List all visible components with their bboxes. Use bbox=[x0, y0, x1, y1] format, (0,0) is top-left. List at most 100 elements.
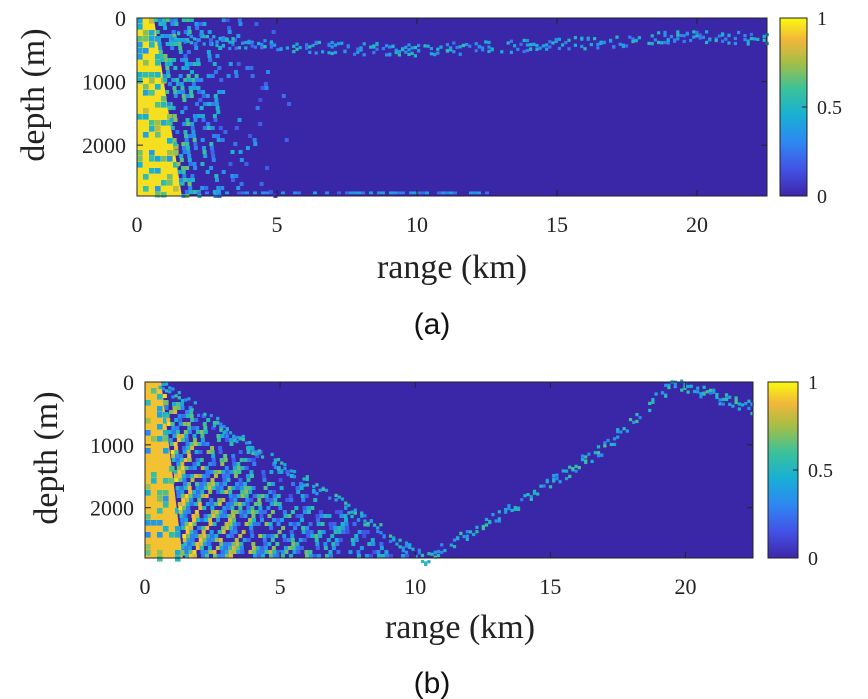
fan-cell bbox=[217, 530, 222, 534]
ridge-cell bbox=[292, 475, 297, 479]
fan-cell bbox=[177, 90, 182, 94]
ridge-cell bbox=[552, 477, 556, 481]
fan-cell bbox=[285, 498, 290, 502]
wedge-cell bbox=[163, 478, 169, 484]
fan-cell bbox=[176, 466, 181, 470]
fan-cell bbox=[205, 442, 210, 446]
fan-cell bbox=[267, 514, 272, 518]
fan-cell bbox=[219, 458, 224, 462]
wedge-cell bbox=[145, 520, 151, 526]
wedge-cell bbox=[181, 550, 187, 556]
y-tick-label: 1000 bbox=[82, 70, 126, 95]
ridge-cell bbox=[311, 43, 315, 48]
fan-cell bbox=[285, 470, 290, 474]
fan-cell bbox=[179, 158, 184, 162]
fan-cell bbox=[181, 502, 186, 506]
ridge-cell bbox=[484, 40, 488, 44]
fan-cell bbox=[185, 118, 190, 122]
ridge-cell bbox=[712, 388, 716, 392]
bottom-cell bbox=[425, 191, 429, 195]
fan-cell bbox=[214, 538, 219, 542]
ridge-cell bbox=[487, 45, 491, 49]
fan-cell bbox=[224, 554, 229, 558]
fan-cell bbox=[185, 502, 190, 506]
ridge-cell bbox=[606, 438, 610, 443]
fan-cell bbox=[182, 98, 187, 102]
ridge-cell bbox=[600, 453, 604, 457]
fan-cell bbox=[158, 22, 163, 26]
ridge-cell bbox=[676, 33, 680, 37]
fan-cell bbox=[272, 518, 277, 522]
fan-cell bbox=[210, 74, 215, 78]
x-tick-label: 5 bbox=[272, 212, 283, 237]
fan-cell bbox=[197, 442, 202, 446]
fan-cell bbox=[187, 486, 192, 490]
ridge-cell bbox=[305, 46, 309, 50]
ridge-cell bbox=[404, 45, 408, 49]
fan-cell bbox=[230, 534, 235, 538]
wedge-cell bbox=[163, 400, 169, 406]
fan-cell bbox=[288, 522, 293, 526]
fan-cell bbox=[278, 478, 283, 482]
fan-cell bbox=[202, 422, 207, 426]
fan-cell bbox=[380, 554, 385, 558]
fan-cell bbox=[228, 518, 233, 522]
wedge-cell bbox=[155, 120, 161, 126]
ridge-cell bbox=[657, 31, 661, 35]
fan-cell bbox=[251, 546, 256, 550]
ridge-cell bbox=[721, 402, 725, 406]
fan-cell bbox=[184, 62, 189, 66]
ridge-cell bbox=[395, 542, 399, 546]
fan-cell bbox=[188, 466, 193, 470]
fan-cell bbox=[173, 470, 178, 474]
ridge-cell bbox=[686, 390, 690, 394]
fan-cell bbox=[180, 518, 185, 522]
fan-cell bbox=[309, 530, 314, 534]
y-tick-label: 2000 bbox=[90, 496, 134, 521]
ridge-cell bbox=[449, 543, 453, 547]
fan-cell bbox=[233, 498, 238, 502]
ridge-cell bbox=[420, 559, 425, 564]
fan-cell bbox=[263, 542, 268, 546]
fan-cell bbox=[192, 494, 197, 498]
fan-cell bbox=[228, 522, 233, 526]
fan-cell bbox=[180, 406, 185, 410]
fan-cell bbox=[287, 514, 292, 518]
ridge-cell bbox=[413, 54, 417, 58]
ridge-cell bbox=[170, 37, 174, 41]
fan-cell bbox=[250, 510, 255, 514]
fan-cell bbox=[256, 522, 261, 526]
fan-cell bbox=[186, 510, 191, 514]
fan-cell bbox=[172, 114, 177, 118]
ridge-cell bbox=[158, 385, 162, 389]
fan-cell bbox=[313, 498, 318, 502]
fan-cell bbox=[213, 502, 218, 506]
fan-cell bbox=[176, 462, 181, 466]
fan-cell bbox=[195, 458, 200, 462]
ridge-cell bbox=[417, 551, 421, 555]
y-tick-label: 2000 bbox=[82, 133, 126, 158]
fan-cell bbox=[190, 538, 195, 542]
wedge-cell bbox=[151, 472, 157, 478]
fan-cell bbox=[248, 134, 253, 138]
fan-cell bbox=[183, 542, 188, 546]
fan-cell bbox=[306, 510, 311, 514]
wedge-cell bbox=[157, 532, 163, 538]
fan-cell bbox=[211, 486, 216, 490]
fan-cell bbox=[220, 186, 225, 190]
ridge-cell bbox=[685, 31, 689, 35]
fan-cell bbox=[249, 66, 254, 70]
wedge-cell bbox=[173, 144, 179, 150]
fan-cell bbox=[201, 526, 206, 530]
ridge-cell bbox=[663, 33, 667, 38]
y-tick-label: 1000 bbox=[90, 433, 134, 458]
fan-cell bbox=[227, 30, 232, 34]
ridge-cell bbox=[363, 514, 367, 518]
ridge-cell bbox=[330, 40, 334, 45]
wedge-cell bbox=[149, 18, 155, 24]
panel-label-b: (b) bbox=[414, 667, 451, 699]
ridge-cell bbox=[708, 391, 713, 395]
ridge-cell bbox=[532, 42, 536, 47]
ridge-cell bbox=[251, 451, 255, 456]
